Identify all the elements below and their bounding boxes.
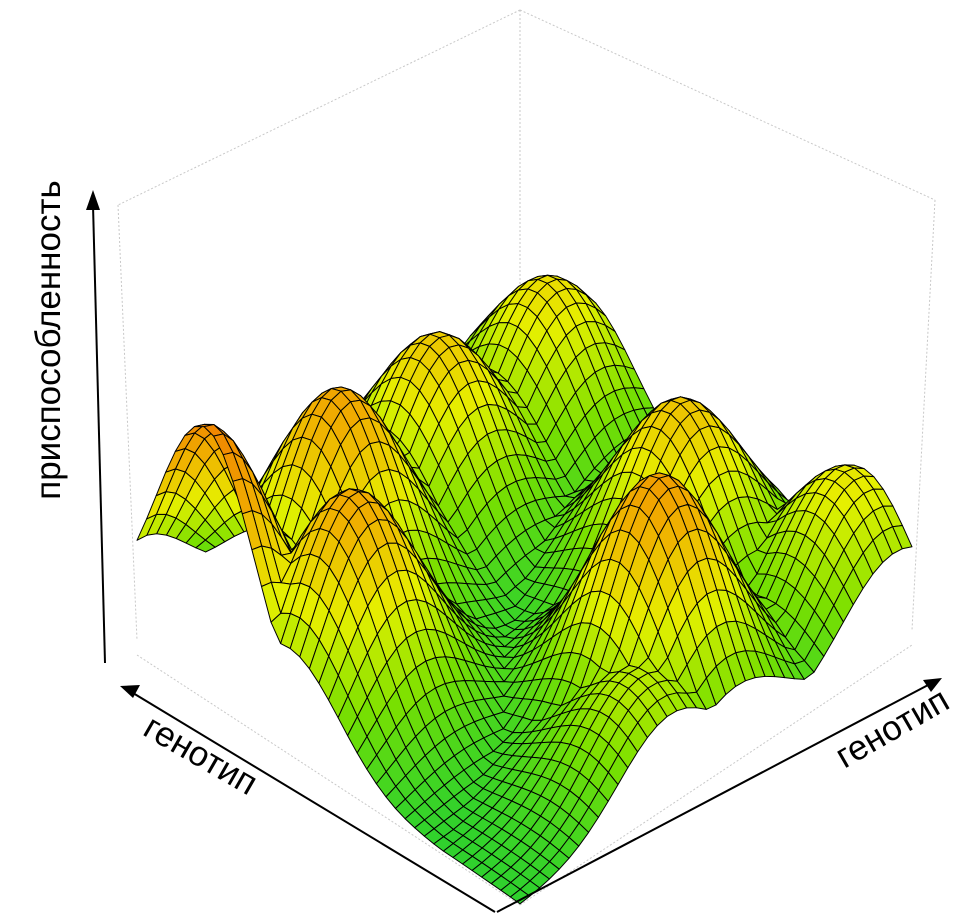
x-axis-arrowhead bbox=[120, 685, 140, 698]
box-edge bbox=[136, 654, 521, 906]
fitness-surface bbox=[136, 274, 913, 905]
surface-cell bbox=[509, 888, 531, 905]
box-edge bbox=[911, 199, 936, 631]
z-axis-label: приспособленность bbox=[29, 180, 68, 500]
x-axis-label: генотип bbox=[137, 707, 264, 803]
y-axis-arrowhead bbox=[923, 678, 942, 692]
z-axis-arrowhead bbox=[86, 190, 100, 210]
box-edge bbox=[117, 204, 138, 641]
y-axis-arrow bbox=[496, 683, 931, 913]
axes bbox=[86, 190, 942, 913]
box-edge bbox=[519, 9, 936, 201]
x-axis-arrow bbox=[132, 692, 496, 913]
z-axis-arrow bbox=[92, 204, 106, 664]
box-edge bbox=[117, 9, 521, 206]
